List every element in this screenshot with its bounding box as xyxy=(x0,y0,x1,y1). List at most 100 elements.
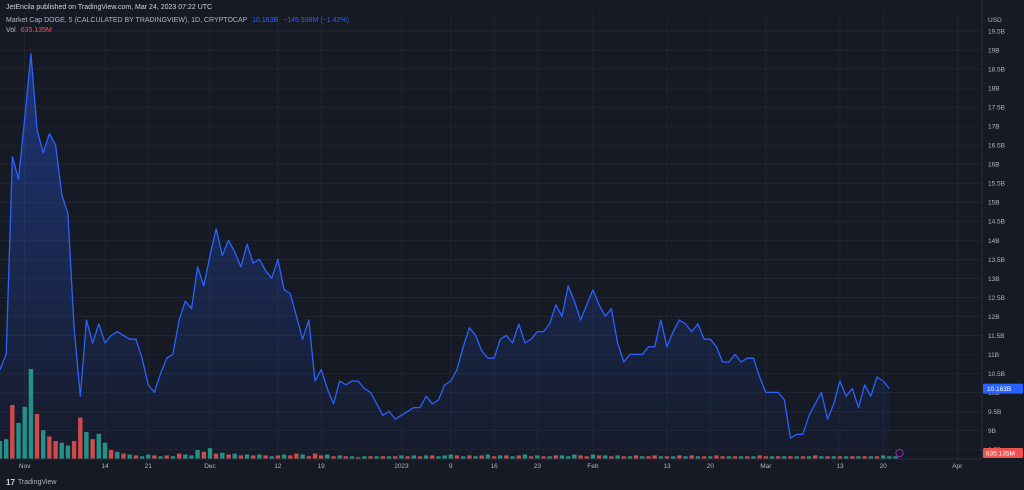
volume-bar xyxy=(146,454,151,459)
volume-bar xyxy=(337,455,342,459)
publisher-line: JetEncila published on TradingView.com, … xyxy=(6,4,213,11)
volume-bar xyxy=(714,455,719,459)
volume-bars xyxy=(0,369,898,459)
volume-bar xyxy=(189,455,194,459)
volume-bar xyxy=(4,439,9,459)
currency-label: USD xyxy=(988,17,1002,24)
volume-bar xyxy=(96,433,101,459)
tradingview-logo[interactable]: 17 TradingView xyxy=(6,478,56,487)
volume-bar xyxy=(671,456,676,459)
volume-bar xyxy=(658,456,663,459)
x-tick-label: 13 xyxy=(663,463,671,470)
volume-bar xyxy=(318,455,324,459)
volume-bar xyxy=(757,455,762,459)
volume-bar xyxy=(108,450,114,459)
volume-bar xyxy=(275,455,281,459)
volume-bar xyxy=(232,453,237,459)
volume-bar xyxy=(516,455,521,459)
volume-bar xyxy=(794,456,799,459)
volume-bar xyxy=(800,456,806,459)
x-tick-label: 12 xyxy=(274,463,282,470)
area-fill xyxy=(0,53,890,460)
volume-bar xyxy=(485,454,491,459)
y-tick-label: 9.5B xyxy=(988,409,1001,416)
volume-bar xyxy=(195,450,200,459)
volume-bar xyxy=(220,452,225,459)
volume-bar xyxy=(90,439,95,459)
volume-bar xyxy=(788,456,793,459)
event-marker-icon[interactable] xyxy=(895,448,904,458)
last-volume-label: 635.135M xyxy=(986,451,1015,458)
volume-bar xyxy=(164,455,169,459)
y-tick-label: 12B xyxy=(988,314,1000,321)
volume-legend[interactable]: Vol 635.135M xyxy=(6,27,52,34)
last-price-tag xyxy=(983,383,1023,394)
y-tick-label: 15B xyxy=(988,200,1000,207)
x-tick-label: 13 xyxy=(836,463,844,470)
volume-bar xyxy=(405,456,410,459)
volume-bar xyxy=(312,453,318,459)
volume-bar xyxy=(887,456,892,459)
volume-bar xyxy=(22,406,27,459)
volume-bar xyxy=(720,456,725,459)
y-tick-label: 14.5B xyxy=(988,219,1005,226)
volume-bar xyxy=(837,456,843,459)
volume-bar xyxy=(726,456,731,459)
volume-bar xyxy=(893,456,898,459)
tradingview-logo-icon: 17 xyxy=(6,478,15,487)
volume-bar xyxy=(831,456,836,459)
series-legend[interactable]: Market Cap DOGE, 5 (CALCULATED BY TRADIN… xyxy=(6,17,349,24)
series-label: Market Cap DOGE, 5 (CALCULATED BY TRADIN… xyxy=(6,17,248,24)
volume-bar xyxy=(226,454,231,459)
y-tick-label: 10.5B xyxy=(988,371,1005,378)
volume-bar xyxy=(541,456,546,459)
volume-bar xyxy=(399,455,404,459)
volume-bar xyxy=(386,456,392,459)
volume-bar xyxy=(47,436,52,459)
series-area xyxy=(0,53,890,460)
volume-bar xyxy=(609,456,614,459)
y-tick-label: 16.5B xyxy=(988,143,1005,150)
x-tick-label: 23 xyxy=(534,463,542,470)
volume-bar xyxy=(633,455,639,459)
volume-bar xyxy=(84,432,89,459)
y-tick-label: 15.5B xyxy=(988,181,1005,188)
volume-bar xyxy=(176,453,182,459)
volume-bar xyxy=(34,414,40,459)
volume-bar xyxy=(121,453,126,459)
volume-bar xyxy=(528,456,534,459)
volume-bar xyxy=(850,456,855,459)
volume-bar xyxy=(454,455,460,459)
volume-bar xyxy=(368,456,373,459)
x-tick-label: 16 xyxy=(490,463,498,470)
volume-bar xyxy=(238,455,243,459)
volume-bar xyxy=(868,456,873,459)
volume-bar xyxy=(881,455,886,459)
volume-bar xyxy=(522,454,528,459)
y-tick-label: 17B xyxy=(988,124,1000,131)
volume-bar xyxy=(374,456,379,459)
price-tags: 10.163B 635.135M xyxy=(895,383,1023,458)
volume-bar xyxy=(843,456,849,459)
volume-bar xyxy=(133,455,139,459)
x-tick-label: 20 xyxy=(707,463,715,470)
y-tick-label: 14B xyxy=(988,238,1000,245)
volume-bar xyxy=(436,456,441,459)
last-volume-tag xyxy=(983,448,1023,458)
y-tick-label: 19B xyxy=(988,48,1000,55)
volume-bar xyxy=(590,454,596,459)
volume-bar xyxy=(430,455,435,459)
volume-bar xyxy=(535,455,540,459)
x-tick-label: Mar xyxy=(760,463,772,470)
volume-bar xyxy=(825,456,830,459)
volume-bar xyxy=(244,454,250,459)
volume-bar xyxy=(152,455,157,459)
volume-bar xyxy=(559,455,565,459)
y-tick-label: 17.5B xyxy=(988,105,1005,112)
series-change: −145.938M (−1.42%) xyxy=(283,17,349,24)
volume-bar xyxy=(281,454,287,459)
x-tick-label: 21 xyxy=(145,463,153,470)
volume-bar xyxy=(53,441,58,459)
volume-bar xyxy=(596,455,602,459)
